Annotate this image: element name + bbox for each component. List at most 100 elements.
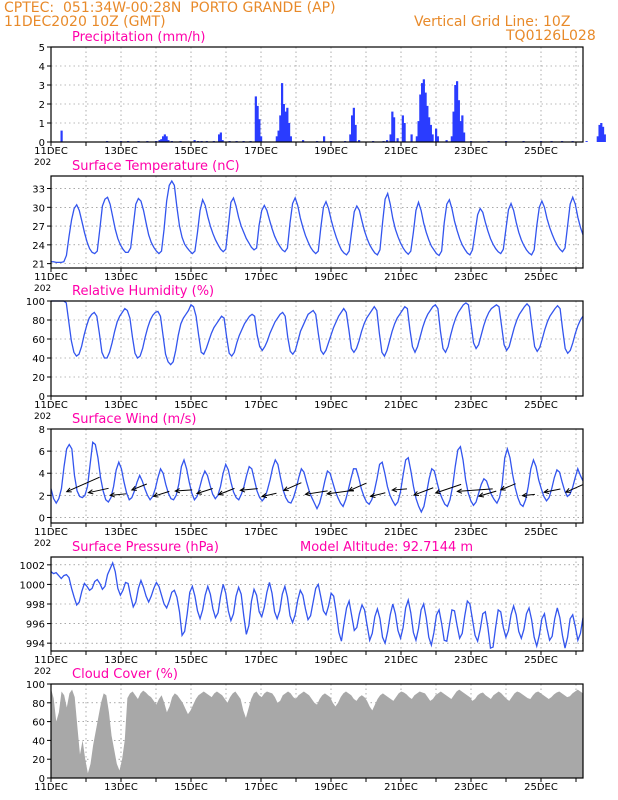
temp-xtick-label: 19DEC: [314, 272, 348, 283]
wind-arrow-head: [304, 491, 311, 497]
precip-bar: [445, 140, 448, 142]
pressure-xtick-label: 13DEC: [104, 655, 138, 666]
precip-bar: [403, 123, 406, 142]
temp-xtick-label: 21DEC: [384, 272, 418, 283]
wind-arrow: [218, 487, 235, 496]
wind-arrow-head: [282, 486, 289, 492]
temp-xtick-label: 11DEC: [34, 272, 68, 283]
pressure-xtick-label: 23DEC: [454, 655, 488, 666]
wind-arrow: [500, 483, 516, 491]
humidity-cut-label: 202: [34, 412, 51, 422]
humidity-xtick-label: 19DEC: [314, 400, 348, 411]
humidity-ytick-label: 100: [26, 297, 45, 308]
cloud-xtick-label: 17DEC: [244, 782, 278, 793]
header-station: CPTEC: 051:34W-00:28N PORTO GRANDE (AP): [4, 0, 336, 16]
precip-bar: [286, 107, 289, 142]
precip-bar: [410, 134, 413, 142]
pressure-xtick-label: 25DEC: [524, 655, 558, 666]
wind-arrow-head: [564, 488, 571, 493]
temp-ytick-label: 27: [32, 222, 45, 233]
temp-xtick-label: 15DEC: [174, 272, 208, 283]
precip-ytick-label: 2: [39, 100, 45, 111]
pressure-ytick-label: 998: [26, 600, 45, 611]
precip-bar: [459, 121, 462, 142]
wind-arrow-head: [347, 486, 354, 492]
wind-arrow-head: [174, 488, 181, 494]
precip-bar: [260, 136, 263, 142]
wind-arrow: [110, 493, 127, 496]
wind-arrow: [457, 488, 493, 492]
temp-xtick-label: 25DEC: [524, 272, 558, 283]
wind-ytick-label: 8: [39, 425, 45, 436]
precip-bar: [457, 100, 460, 142]
wind-arrow: [66, 476, 100, 493]
precip-bar: [463, 132, 466, 142]
pressure-ytick-label: 994: [26, 639, 45, 650]
precip-bar: [600, 123, 603, 142]
wind-arrow-head: [130, 485, 137, 491]
precip-bar: [218, 134, 221, 142]
wind-arrow: [370, 492, 386, 497]
header-run-code: TQ0126L028: [506, 28, 596, 44]
precip-bar: [277, 130, 280, 142]
header-grid-note: Vertical Grid Line: 10Z: [414, 14, 571, 30]
precip-bar: [391, 111, 394, 142]
temp-xtick-label: 23DEC: [454, 272, 488, 283]
precip-bar: [219, 132, 222, 142]
precip-xtick-label: 23DEC: [454, 146, 488, 157]
wind-arrow: [283, 482, 302, 491]
precip-bar: [160, 139, 163, 142]
pressure-xtick-label: 15DEC: [174, 655, 208, 666]
temp-title: Surface Temperature (nC): [72, 159, 240, 174]
humidity-line: [51, 300, 584, 366]
pressure-cut-label: 202: [34, 667, 51, 677]
precip-bar: [349, 134, 352, 142]
wind-xtick-label: 21DEC: [384, 527, 418, 538]
precip-bar: [386, 140, 389, 142]
wind-arrow: [261, 492, 277, 497]
cloud-frame: [50, 683, 584, 779]
precip-bar: [415, 136, 418, 142]
humidity-xtick-label: 21DEC: [384, 400, 418, 411]
precip-bar: [421, 83, 424, 142]
precip-bar: [601, 126, 605, 142]
precip-bar: [158, 140, 161, 142]
precip-bar: [354, 124, 357, 142]
precip-bar: [165, 136, 168, 142]
wind-xtick-label: 25DEC: [524, 527, 558, 538]
wind-arrow: [196, 488, 213, 494]
precip-bar: [419, 94, 422, 142]
precip-bar: [596, 136, 599, 142]
wind-ytick-label: 0: [39, 513, 45, 524]
wind-arrow: [522, 493, 535, 497]
precip-bar: [436, 136, 439, 142]
pressure-ytick-label: 996: [26, 620, 45, 631]
wind-arrow: [478, 490, 497, 497]
wind-xtick-label: 11DEC: [34, 527, 68, 538]
cloud-ytick-label: 40: [32, 736, 45, 747]
pressure-xtick-label: 17DEC: [244, 655, 278, 666]
cloud-xtick-label: 13DEC: [104, 782, 138, 793]
wind-xtick-label: 23DEC: [454, 527, 488, 538]
precip-bar: [254, 96, 257, 142]
precip-bar: [452, 111, 455, 142]
precip-bar: [289, 136, 292, 142]
precip-bar: [429, 124, 432, 142]
pressure-xtick-label: 11DEC: [34, 655, 68, 666]
wind-xtick-label: 13DEC: [104, 527, 138, 538]
wind-arrow-head: [369, 492, 376, 498]
precip-bar: [281, 83, 284, 142]
wind-arrow-head: [477, 492, 485, 498]
wind-ytick-label: 4: [39, 469, 45, 480]
precip-bar: [454, 85, 457, 142]
wind-arrow-head: [521, 492, 528, 498]
wind-arrow: [131, 483, 147, 491]
precip-bar: [417, 121, 420, 142]
pressure-xtick-label: 19DEC: [314, 655, 348, 666]
temp-xtick-label: 17DEC: [244, 272, 278, 283]
precip-bar: [598, 124, 601, 142]
cloud-xtick-label: 11DEC: [34, 782, 68, 793]
precip-bar: [396, 138, 399, 142]
wind-arrow: [153, 490, 170, 497]
